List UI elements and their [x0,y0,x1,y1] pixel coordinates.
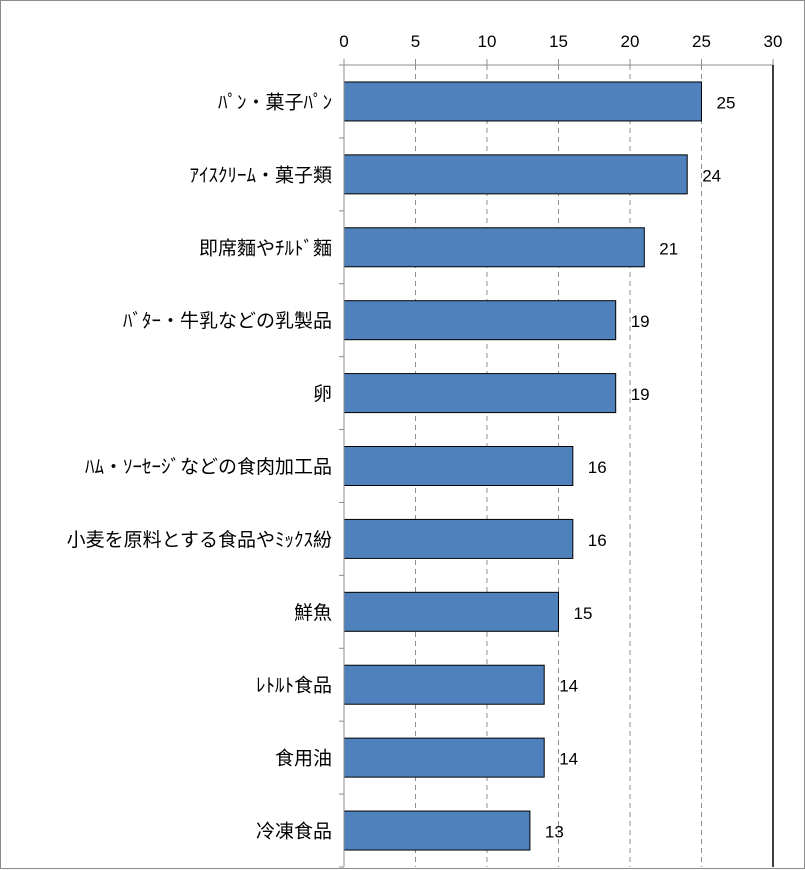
bar [343,446,574,486]
data-label: 14 [559,677,578,696]
data-label: 19 [631,385,650,404]
category-label: ﾊﾑ・ｿｰｾｰｼﾞなどの食肉加工品 [85,456,332,478]
bars [343,81,702,851]
data-label: 16 [588,531,607,550]
bar [343,373,617,414]
category-label: ｱｲｽｸﾘｰﾑ・菓子類 [189,164,332,186]
bar [343,227,645,268]
category-label: 即席麵やﾁﾙﾄﾞ麵 [199,237,332,259]
category-label: 食用油 [275,748,332,770]
bar [343,664,545,705]
x-tick-label: 10 [478,32,497,51]
data-labels: 25 24 21 19 19 16 16 15 14 14 13 [545,93,736,841]
data-label: 25 [717,93,736,112]
x-tick-label: 30 [764,32,783,51]
bar [343,591,559,632]
category-label: ﾚﾄﾙﾄ食品 [256,675,332,697]
category-label: 小麦を原料とする食品やﾐｯｸｽ紛 [67,529,332,551]
category-label: ﾊﾞﾀｰ・牛乳などの乳製品 [123,310,332,332]
data-label: 24 [702,166,721,185]
category-label: 鮮魚 [294,602,332,624]
bar [343,737,545,778]
category-label: 冷凍食品 [256,821,332,843]
category-label: 卵 [313,383,332,405]
bar [343,518,574,559]
data-label: 19 [631,312,650,331]
data-label: 16 [588,458,607,477]
x-axis-ticks: 0 5 10 15 20 25 30 [339,32,783,868]
data-label: 14 [559,750,578,769]
x-tick-label: 25 [692,32,711,51]
bar [343,300,617,341]
x-tick-label: 0 [339,32,348,51]
data-label: 15 [574,604,593,623]
bar [343,810,531,851]
x-tick-label: 15 [549,32,568,51]
category-label: ﾊﾟﾝ・菓子ﾊﾟﾝ [218,91,332,113]
x-tick-label: 5 [411,32,420,51]
data-label: 13 [545,823,564,842]
bar [343,81,702,122]
data-label: 21 [659,239,678,258]
x-tick-label: 20 [621,32,640,51]
bar [343,154,688,195]
